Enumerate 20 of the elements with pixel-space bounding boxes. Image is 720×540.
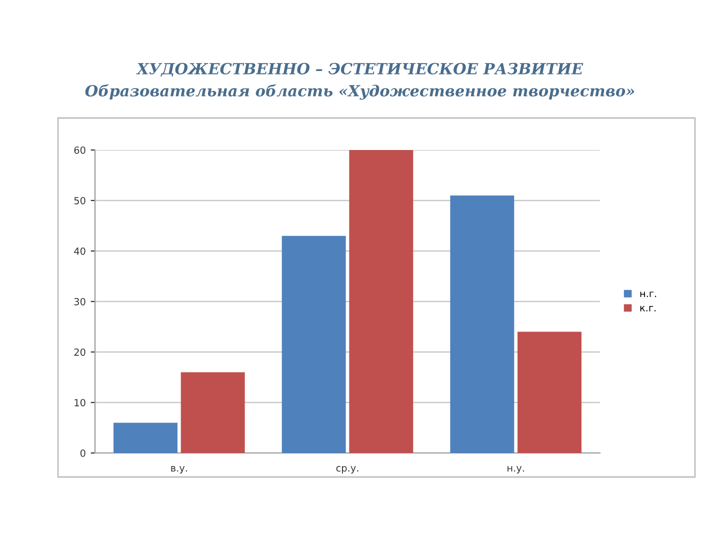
y-tick-label: 40 — [74, 247, 86, 255]
chart-subtitle: Образовательная область «Художественное творчество» — [85, 84, 634, 100]
y-tick-label: 30 — [74, 298, 86, 306]
bar — [349, 150, 414, 453]
bar — [450, 195, 514, 453]
bar — [180, 372, 245, 453]
y-tick-label: 50 — [74, 196, 86, 204]
bar — [282, 236, 346, 453]
x-tick-label: в.у. — [171, 466, 187, 474]
y-tick-label: 20 — [74, 348, 86, 356]
legend-label: к.г. — [640, 306, 656, 312]
bar — [114, 422, 178, 453]
y-tick-label: 10 — [74, 398, 86, 406]
x-tick-label: ср.у. — [336, 466, 358, 474]
y-tick-label: 0 — [80, 449, 86, 457]
x-tick-label: н.у. — [508, 466, 524, 474]
chart-title: ХУДОЖЕСТВЕННО – ЭСТЕТИЧЕСКОЕ РАЗВИТИЕ — [136, 62, 584, 77]
bar — [518, 332, 582, 453]
y-tick-label: 60 — [74, 146, 86, 154]
legend-label: н.г. — [640, 292, 656, 298]
